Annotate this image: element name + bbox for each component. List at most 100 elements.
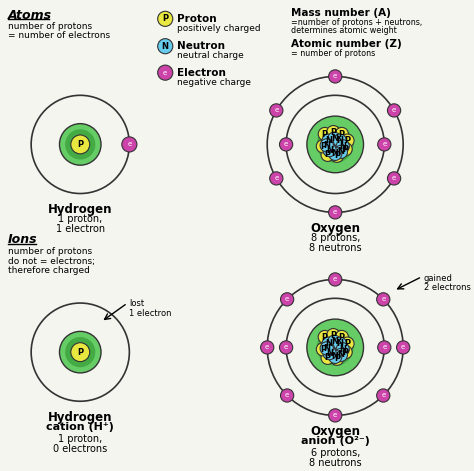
Circle shape (158, 39, 173, 54)
Text: P: P (330, 331, 337, 340)
Circle shape (333, 134, 346, 147)
Text: N: N (332, 352, 339, 361)
Text: P: P (345, 339, 351, 348)
Circle shape (322, 337, 335, 350)
Text: e: e (382, 141, 386, 147)
Circle shape (328, 132, 341, 146)
Text: Proton: Proton (177, 14, 216, 24)
Text: Neutron: Neutron (177, 41, 225, 51)
Text: P: P (322, 130, 328, 138)
Text: P: P (343, 348, 349, 357)
Text: cation (H⁺): cation (H⁺) (46, 422, 114, 432)
Circle shape (322, 134, 335, 147)
Text: e: e (382, 344, 386, 350)
Circle shape (339, 346, 352, 359)
Text: N: N (326, 146, 333, 154)
Circle shape (387, 172, 401, 185)
Circle shape (377, 389, 390, 402)
Circle shape (328, 147, 342, 161)
Text: 1 electron: 1 electron (129, 309, 172, 318)
Circle shape (281, 293, 294, 306)
Circle shape (307, 116, 364, 173)
Circle shape (328, 335, 341, 349)
Circle shape (71, 135, 90, 154)
Circle shape (323, 144, 336, 157)
Text: Oxygen: Oxygen (310, 425, 360, 438)
Text: Electron: Electron (177, 68, 226, 78)
Text: therefore charged: therefore charged (8, 266, 90, 275)
Circle shape (280, 138, 293, 151)
Circle shape (330, 352, 344, 365)
Circle shape (261, 341, 274, 354)
Circle shape (336, 343, 349, 356)
Text: P: P (339, 333, 345, 341)
Circle shape (327, 126, 340, 139)
Circle shape (378, 341, 391, 354)
Text: N: N (337, 350, 345, 359)
Text: N: N (325, 136, 332, 145)
Text: e: e (401, 344, 405, 350)
Text: P: P (334, 354, 340, 363)
Circle shape (158, 65, 173, 80)
Circle shape (397, 341, 410, 354)
Circle shape (328, 206, 342, 219)
Circle shape (318, 331, 331, 344)
Text: P: P (334, 151, 340, 160)
Circle shape (317, 329, 354, 366)
Text: number of protons: number of protons (8, 22, 91, 31)
Text: e: e (381, 392, 385, 398)
Text: positively charged: positively charged (177, 24, 260, 33)
Text: N: N (162, 42, 169, 51)
Text: anion (O²⁻): anion (O²⁻) (301, 436, 370, 446)
Text: Mass number (A): Mass number (A) (291, 8, 391, 17)
Text: e: e (274, 107, 278, 114)
Circle shape (335, 331, 348, 344)
Circle shape (335, 128, 348, 141)
Text: Atoms: Atoms (8, 9, 52, 23)
Circle shape (387, 104, 401, 117)
Text: P: P (325, 353, 331, 362)
Circle shape (270, 172, 283, 185)
Text: e: e (333, 210, 337, 215)
Text: P: P (162, 14, 168, 24)
Circle shape (318, 128, 331, 141)
Circle shape (334, 146, 347, 159)
Circle shape (316, 343, 329, 356)
Circle shape (334, 349, 347, 362)
Text: P: P (325, 150, 331, 159)
Circle shape (321, 148, 334, 162)
Text: e: e (381, 296, 385, 302)
Text: N: N (331, 134, 338, 143)
Text: gained: gained (424, 274, 453, 283)
Circle shape (317, 126, 354, 163)
Text: P: P (77, 140, 83, 149)
Circle shape (330, 149, 344, 162)
Text: Hydrogen: Hydrogen (48, 411, 112, 424)
Text: P: P (345, 136, 351, 145)
Circle shape (281, 389, 294, 402)
Text: 1 electron: 1 electron (56, 224, 105, 234)
Text: N: N (337, 339, 344, 348)
Text: N: N (337, 136, 344, 145)
Text: neutral charge: neutral charge (177, 51, 243, 60)
Text: e: e (285, 296, 289, 302)
Text: e: e (163, 70, 167, 76)
Text: negative charge: negative charge (177, 78, 251, 87)
Circle shape (327, 329, 340, 342)
Text: e: e (285, 392, 289, 398)
Text: =number of protons + neutrons,: =number of protons + neutrons, (291, 18, 422, 27)
Circle shape (328, 70, 342, 83)
Circle shape (377, 293, 390, 306)
Circle shape (320, 342, 333, 355)
Circle shape (339, 143, 352, 156)
Circle shape (323, 347, 336, 360)
Circle shape (65, 337, 95, 367)
Text: 8 neutrons: 8 neutrons (309, 243, 362, 252)
Circle shape (280, 341, 293, 354)
Text: P: P (339, 130, 345, 138)
Text: Atomic number (Z): Atomic number (Z) (291, 39, 401, 49)
Text: 8 neutrons: 8 neutrons (309, 458, 362, 468)
Text: 1 proton,: 1 proton, (58, 434, 102, 444)
Text: P: P (322, 333, 328, 341)
Text: = number of protons: = number of protons (291, 49, 375, 58)
